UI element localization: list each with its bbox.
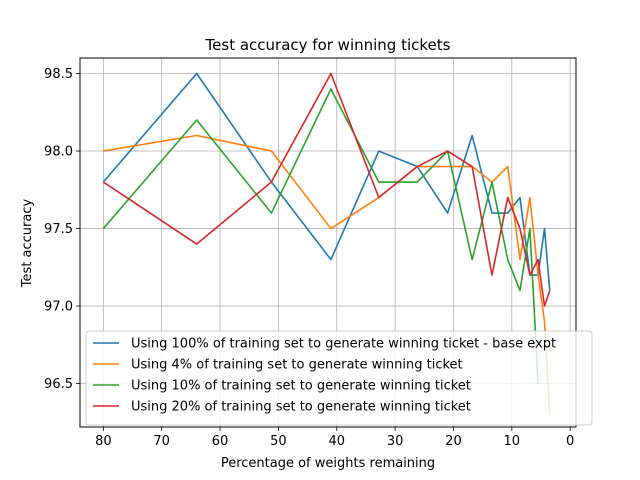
- legend-label: Using 20% of training set to generate wi…: [131, 400, 471, 415]
- x-tick-label: 70: [153, 434, 170, 449]
- y-tick-label: 97.0: [44, 300, 73, 315]
- legend-label: Using 4% of training set to generate win…: [131, 358, 463, 373]
- axis-ticks: 80 70 60 50 40 30 20 10 0 96.5 97.0 97.5 98.0 98.5: [44, 67, 574, 449]
- series-line-3: [102, 72, 551, 307]
- y-axis-title: Test accuracy: [20, 199, 35, 289]
- legend-label: Using 10% of training set to generate wi…: [131, 379, 471, 394]
- plot-frame: [79, 57, 577, 428]
- x-tick-label: 20: [445, 434, 462, 449]
- legend: Using 100% of training set to generate w…: [85, 330, 593, 426]
- y-tick-label: 98.0: [44, 145, 73, 160]
- y-tick-label: 98.5: [44, 67, 73, 82]
- x-tick-label: 80: [95, 434, 112, 449]
- series-lines: [102, 72, 551, 415]
- legend-box: [85, 330, 593, 426]
- x-tick-label: 0: [566, 434, 574, 449]
- x-tick-label: 60: [212, 434, 229, 449]
- y-tick-label: 97.5: [44, 222, 73, 237]
- x-tick-label: 10: [504, 434, 521, 449]
- series-line-0: [102, 72, 551, 291]
- x-axis-title: Percentage of weights remaining: [221, 456, 435, 471]
- legend-label: Using 100% of training set to generate w…: [131, 337, 556, 352]
- chart-title: Test accuracy for winning tickets: [205, 36, 451, 54]
- x-tick-label: 50: [270, 434, 287, 449]
- y-tick-label: 96.5: [44, 377, 73, 392]
- x-tick-label: 40: [328, 434, 345, 449]
- x-tick-label: 30: [387, 434, 404, 449]
